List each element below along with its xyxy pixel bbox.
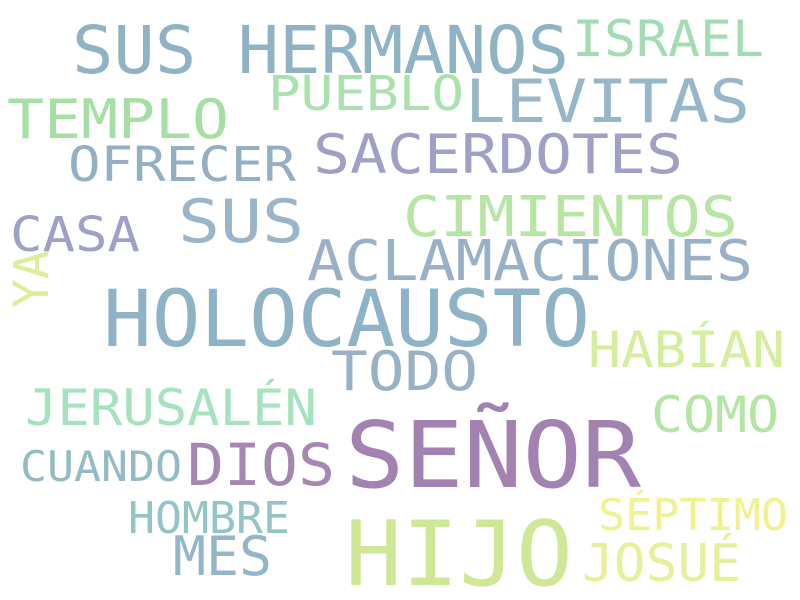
word-jerusalen: JERUSALÉN [25,379,317,437]
word-sus-hermanos: SUS HERMANOS [72,12,569,89]
word-levitas: LEVITAS [465,67,750,137]
word-habian: HABÍAN [588,321,786,379]
word-como: COMO [651,386,779,444]
word-sacerdotes: SACERDOTES [313,123,684,186]
word-casa: CASA [10,207,140,263]
word-septimo: SÉPTIMO [598,490,788,541]
word-senor: SEÑOR [345,402,642,509]
word-sus: SUS [178,187,304,257]
word-todo: TODO [331,340,479,403]
word-josue: JOSUÉ [582,534,742,594]
word-cuando: CUANDO [20,442,183,491]
word-pueblo: PUEBLO [268,66,465,122]
word-israel: ISRAEL [572,10,765,68]
word-cimientos: CIMIENTOS [403,185,738,250]
word-hombre: HOMBRE [128,493,291,544]
word-holocausto: HOLOCAUSTO [103,275,590,365]
word-ya: YA [4,250,60,308]
word-mes: MES [173,525,273,588]
word-aclamaciones: ACLAMACIONES [307,229,754,294]
word-ofrecer: OFRECER [68,137,297,193]
word-templo: TEMPLO [7,88,229,151]
word-dios: DIOS [187,431,335,499]
word-hijo: HIJO [345,502,573,600]
